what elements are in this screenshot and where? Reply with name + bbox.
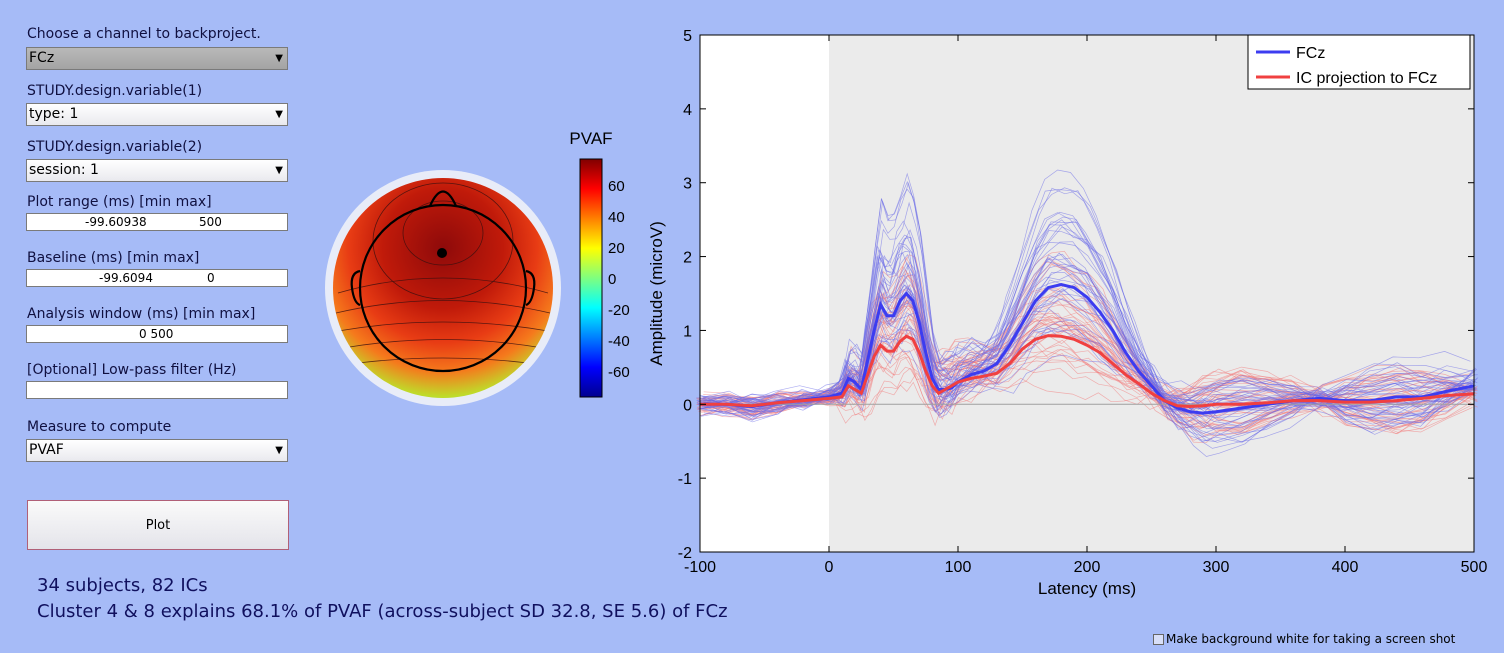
- variable1-value: type: 1: [29, 106, 79, 122]
- baseline-max: 0: [207, 271, 215, 285]
- chart-legend: [1247, 34, 1471, 90]
- variable1-label: STUDY.design.variable(1): [27, 83, 203, 99]
- legend-entry: FCz: [1296, 45, 1325, 62]
- measure-dropdown[interactable]: PVAF ▼: [26, 439, 288, 462]
- x-tick-label: 200: [1074, 559, 1101, 576]
- baseline-label: Baseline (ms) [min max]: [27, 250, 200, 266]
- subject-trace: [699, 242, 1474, 419]
- fcz-electrode-marker: [437, 248, 447, 258]
- head-outline: [358, 203, 528, 373]
- subject-trace: [700, 299, 1475, 415]
- left-ear-outline: [350, 269, 361, 307]
- subject-trace: [703, 187, 1478, 442]
- y-axis-label: Amplitude (microV): [647, 221, 666, 366]
- colorbar-scale: [579, 158, 603, 398]
- colorbar-tick: 0: [608, 271, 616, 288]
- plot-button[interactable]: Plot: [27, 500, 289, 550]
- channel-label: Choose a channel to backproject.: [27, 26, 261, 42]
- lowpass-input[interactable]: [26, 381, 288, 399]
- subject-trace: [697, 234, 1473, 427]
- x-tick-label: 500: [1461, 559, 1488, 576]
- subject-trace: [697, 236, 1473, 416]
- right-ear-outline: [525, 269, 536, 307]
- x-tick-label: 0: [825, 559, 834, 576]
- x-tick-label: 400: [1332, 559, 1359, 576]
- ic-projection-series-line: [700, 334, 1475, 409]
- channel-dropdown[interactable]: FCz ▼: [26, 47, 288, 70]
- channel-value: FCz: [29, 50, 55, 66]
- lowpass-label: [Optional] Low-pass filter (Hz): [27, 362, 237, 378]
- plot-range-label: Plot range (ms) [min max]: [27, 194, 212, 210]
- measure-label: Measure to compute: [27, 419, 172, 435]
- chevron-down-icon: ▼: [275, 53, 283, 64]
- x-tick-label: -100: [684, 559, 716, 576]
- plot-range-input[interactable]: -99.60938 500: [26, 213, 288, 231]
- variable2-value: session: 1: [29, 162, 99, 178]
- topoplot-map: [333, 178, 553, 398]
- subject-trace: [698, 251, 1473, 413]
- colorbar-tick: -20: [608, 302, 630, 319]
- white-background-option[interactable]: Make background white for taking a scree…: [1153, 632, 1455, 646]
- white-background-label: Make background white for taking a scree…: [1166, 632, 1456, 646]
- chevron-down-icon: ▼: [275, 165, 283, 176]
- y-tick-label: -1: [678, 471, 692, 488]
- analysis-window-value: 0 500: [139, 327, 174, 341]
- variable2-label: STUDY.design.variable(2): [27, 139, 203, 155]
- x-tick-label: 100: [945, 559, 972, 576]
- subject-trace: [700, 172, 1475, 421]
- white-background-checkbox[interactable]: [1153, 633, 1164, 645]
- analysis-window-label: Analysis window (ms) [min max]: [27, 306, 256, 322]
- x-axis-label: Latency (ms): [1038, 579, 1136, 598]
- pvaf-summary: Cluster 4 & 8 explains 68.1% of PVAF (ac…: [37, 601, 728, 622]
- y-tick-label: 3: [683, 176, 692, 193]
- colorbar-title: PVAF: [569, 129, 612, 148]
- variable1-dropdown[interactable]: type: 1 ▼: [26, 103, 288, 126]
- colorbar-tick: 60: [608, 178, 625, 195]
- measure-value: PVAF: [29, 442, 64, 458]
- baseline-min: -99.6094: [99, 271, 153, 285]
- y-tick-label: 0: [683, 397, 692, 414]
- colorbar-tick: 40: [608, 209, 625, 226]
- scalp-topoplot: [325, 170, 561, 406]
- erp-chart: -100 0 100 200 300 400 500 -2 -1 0 1 2 3 4 5 Latency (m…: [647, 28, 1488, 598]
- analysis-window-shading: [829, 35, 1474, 552]
- chevron-down-icon: ▼: [275, 445, 283, 456]
- chevron-down-icon: ▼: [275, 109, 283, 120]
- subject-trace: [698, 211, 1473, 442]
- variable2-dropdown[interactable]: session: 1 ▼: [26, 159, 288, 182]
- baseline-input[interactable]: -99.6094 0: [26, 269, 288, 287]
- plot-range-min: -99.60938: [85, 215, 147, 229]
- pvaf-colorbar: PVAF 60 40 20 0 -20 -40 -60: [569, 129, 630, 398]
- colorbar-tick: 20: [608, 240, 625, 257]
- x-tick-label: 300: [1203, 559, 1230, 576]
- colorbar-tick: -40: [608, 333, 630, 350]
- colorbar-tick: -60: [608, 364, 630, 381]
- nose-outline: [428, 190, 458, 207]
- legend-entry: IC projection to FCz: [1296, 70, 1437, 87]
- subjects-summary: 34 subjects, 82 ICs: [37, 575, 208, 596]
- y-tick-label: 2: [683, 250, 692, 267]
- y-tick-label: 4: [683, 102, 692, 119]
- plot-range-max: 500: [199, 215, 222, 229]
- subject-trace: [696, 304, 1471, 436]
- y-tick-label: 1: [683, 323, 692, 340]
- analysis-window-input[interactable]: 0 500: [26, 325, 288, 343]
- y-tick-label: -2: [678, 545, 692, 562]
- y-tick-label: 5: [683, 28, 692, 45]
- subject-trace: [700, 230, 1475, 443]
